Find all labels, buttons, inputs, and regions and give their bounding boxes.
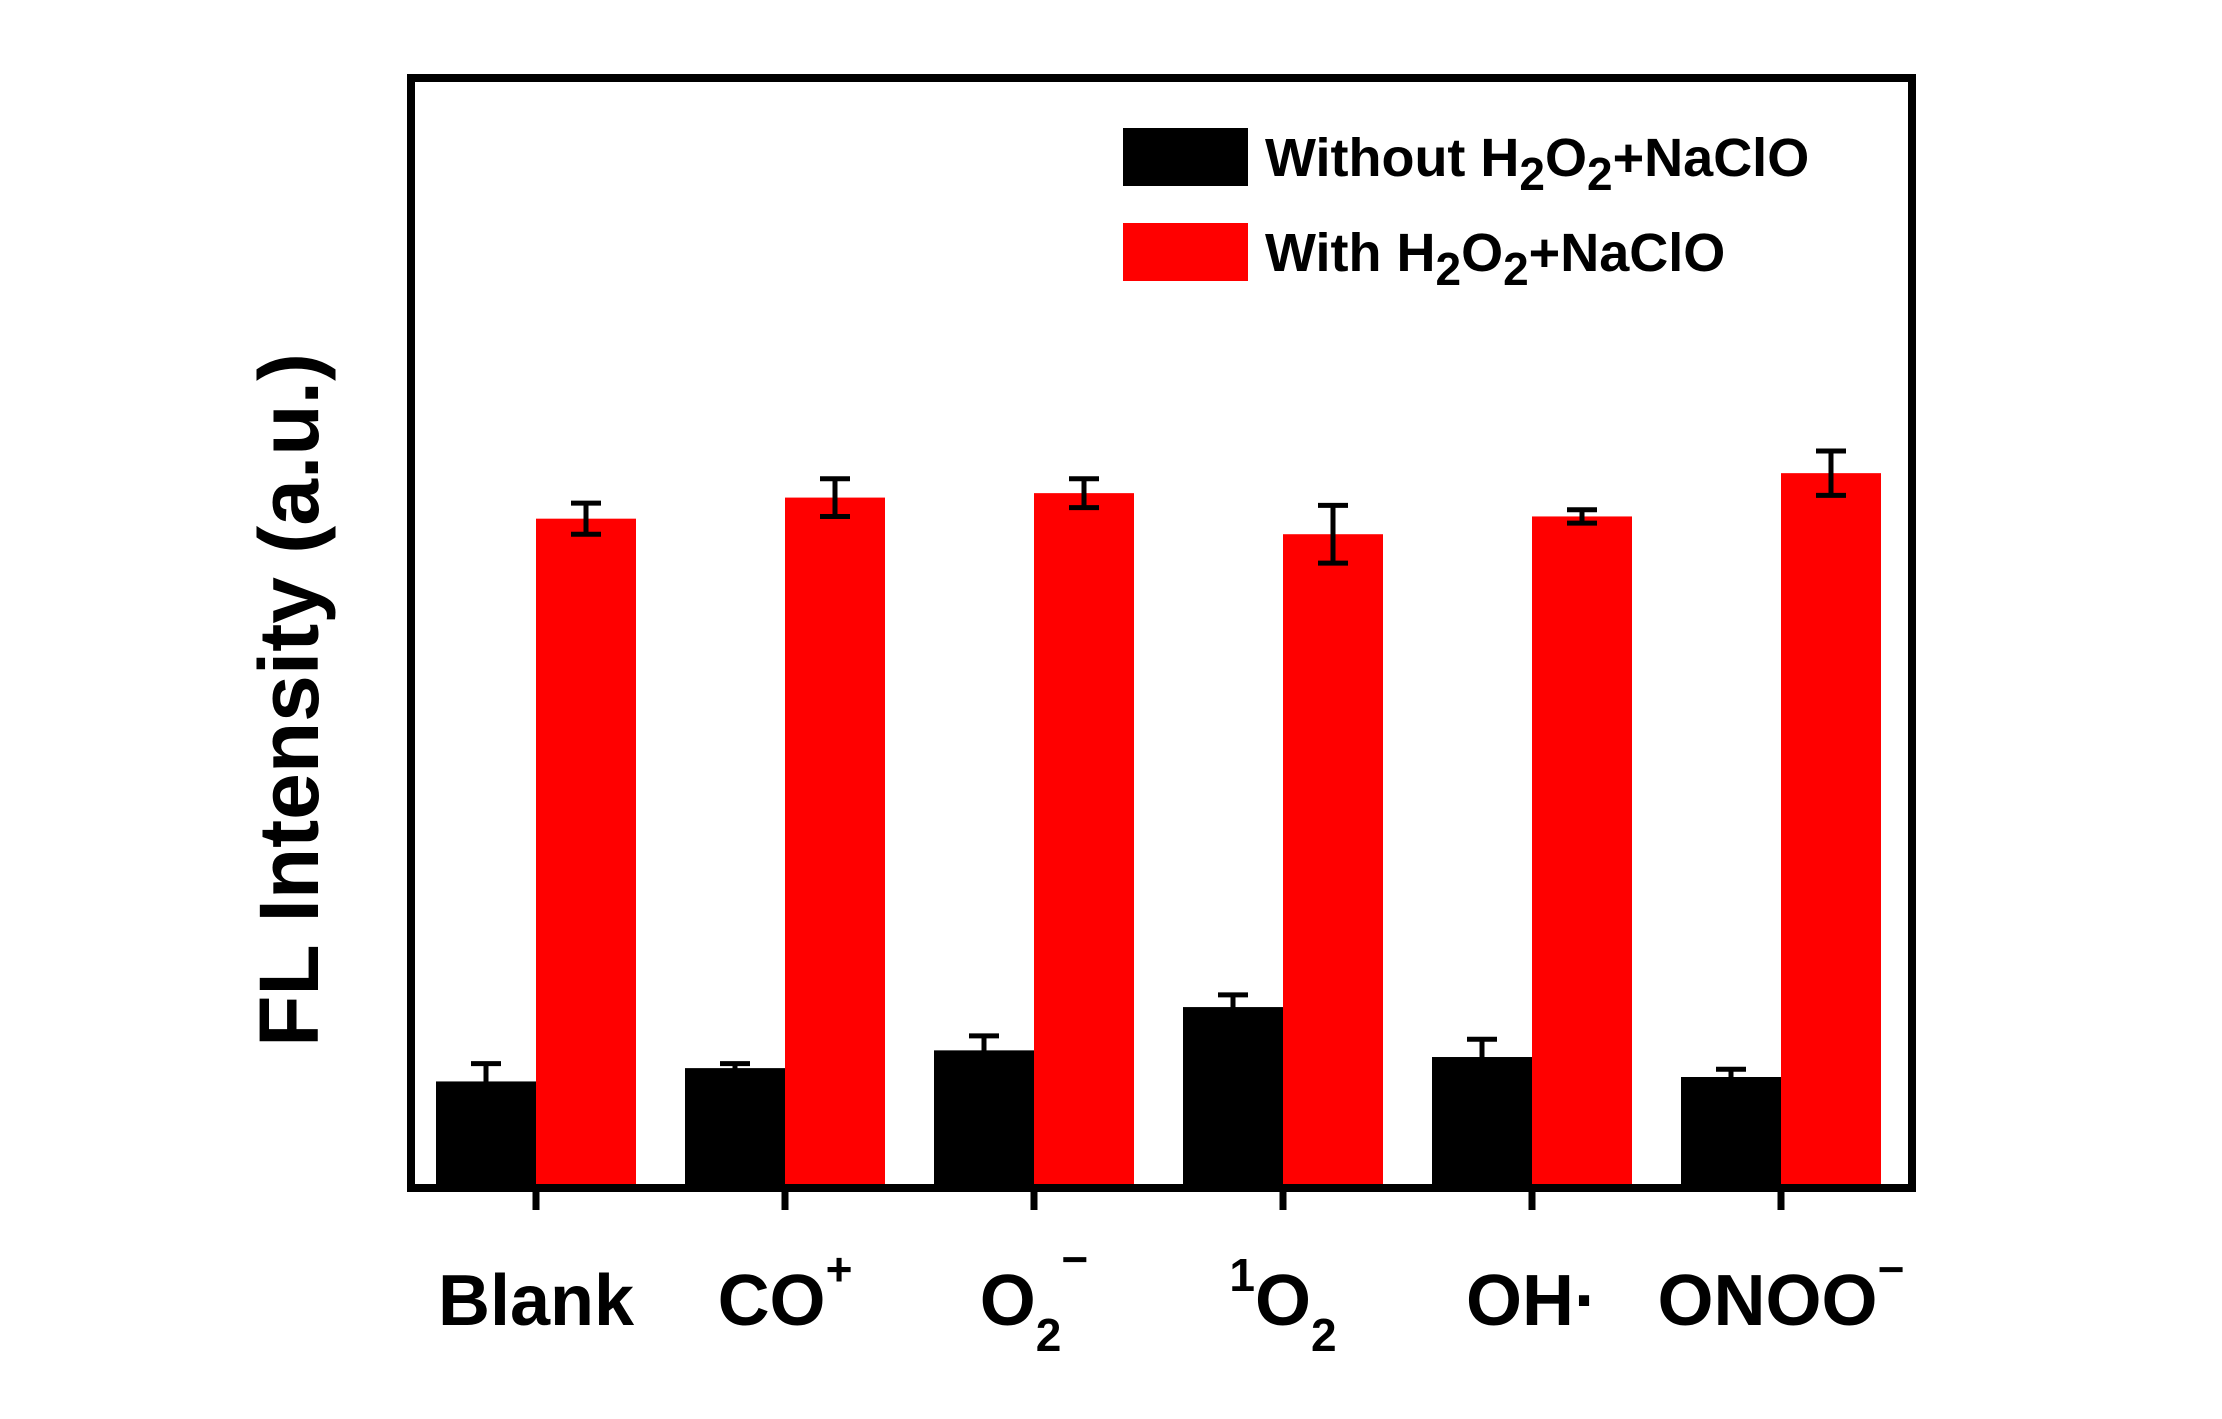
- bar-without-5: [1681, 1077, 1781, 1188]
- error-bar-without-5: [1716, 1066, 1746, 1088]
- error-bar-without-4: [1467, 1036, 1497, 1078]
- bar-without-1: [685, 1068, 785, 1188]
- x-axis-ticks: [532, 1188, 1785, 1210]
- legend-item-with: With H2O2+NaClO: [1123, 223, 1725, 295]
- legend-swatch-0: [1123, 128, 1248, 186]
- error-bar-with-1: [820, 476, 850, 519]
- bar-with-1: [785, 497, 885, 1189]
- bar-without-3: [1183, 1007, 1283, 1188]
- bar-with-4: [1532, 516, 1632, 1188]
- x-tick-label-1: CO+: [718, 1243, 853, 1341]
- error-bar-with-4: [1567, 507, 1597, 526]
- legend-label-1: With H2O2+NaClO: [1265, 223, 1725, 295]
- bar-with-5: [1781, 473, 1881, 1188]
- error-bar-without-3: [1218, 992, 1248, 1022]
- y-axis-title: FL Intensity (a.u.): [242, 353, 336, 1047]
- bar-without-4: [1432, 1057, 1532, 1188]
- error-bar-without-2: [969, 1033, 999, 1068]
- bar-with-2: [1034, 493, 1134, 1188]
- error-bar-with-5: [1816, 448, 1846, 498]
- x-tick-label-0: Blank: [438, 1261, 635, 1341]
- error-bars-layer: [471, 448, 1846, 1102]
- x-tick-label-4: OH·: [1466, 1261, 1598, 1341]
- x-tick-label-5: ONOO−: [1658, 1243, 1905, 1341]
- x-tick-label-3: 1O2: [1229, 1249, 1336, 1361]
- x-axis-tick-labels: Blank CO+ O2− 1O2 OH· ONOO−: [438, 1233, 1904, 1361]
- error-bar-with-0: [571, 500, 601, 537]
- bars-layer: [436, 473, 1881, 1189]
- bar-without-2: [934, 1050, 1034, 1188]
- legend-swatch-1: [1123, 223, 1248, 281]
- legend-label-0: Without H2O2+NaClO: [1265, 128, 1809, 200]
- legend: Without H2O2+NaClO With H2O2+NaClO: [1123, 128, 1809, 295]
- plot-frame: [407, 74, 1916, 1192]
- x-tick-label-2: O2−: [980, 1233, 1088, 1361]
- legend-item-without: Without H2O2+NaClO: [1123, 128, 1809, 200]
- error-bar-with-3: [1318, 502, 1348, 566]
- error-bar-without-1: [720, 1061, 750, 1076]
- error-bar-with-2: [1069, 476, 1099, 511]
- bar-with-0: [536, 518, 636, 1188]
- error-bar-without-0: [471, 1061, 501, 1102]
- bar-with-3: [1283, 534, 1383, 1188]
